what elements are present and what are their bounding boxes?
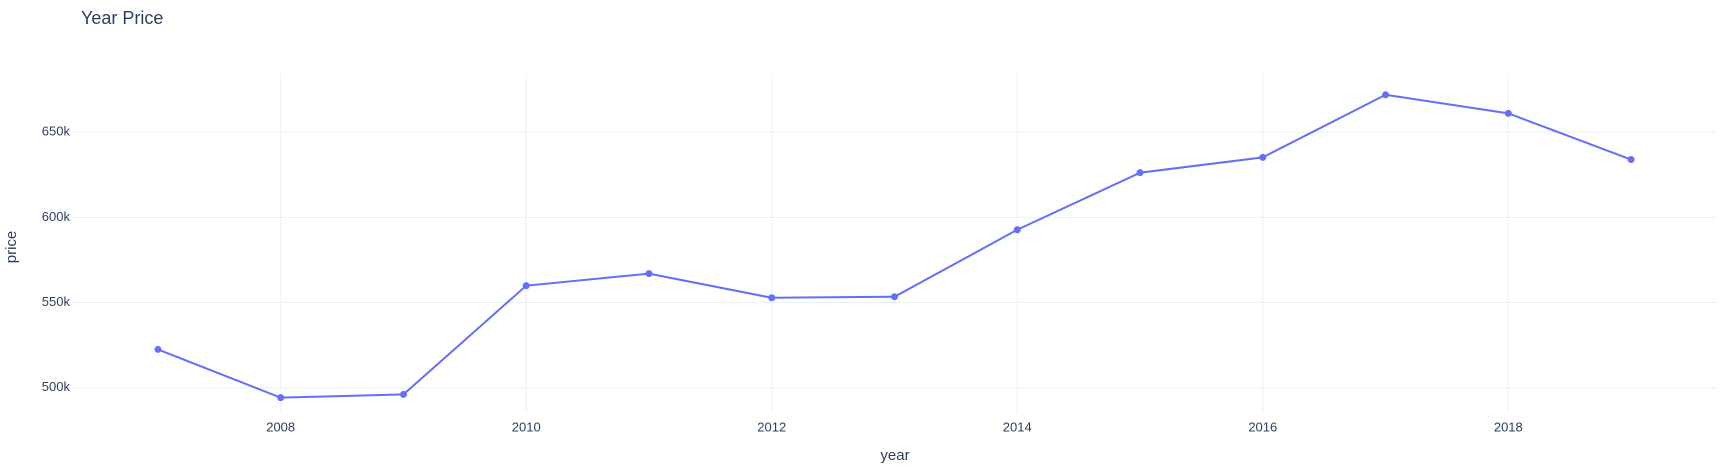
x-tick-label: 2012 (757, 419, 786, 434)
data-line (157, 93, 1632, 399)
data-point (1382, 91, 1390, 99)
data-point (154, 345, 162, 353)
data-point (891, 293, 898, 301)
y-tick-label: 600k (42, 209, 71, 224)
data-point (277, 394, 285, 402)
x-tick-label: 2014 (1003, 419, 1032, 434)
y-tick-label: 550k (42, 294, 71, 309)
data-point (768, 294, 776, 302)
x-tick-label: 2008 (266, 419, 295, 434)
data-point (1259, 153, 1267, 161)
y-tick-label: 650k (42, 124, 71, 139)
data-point (1136, 169, 1144, 177)
x-tick-label: 2018 (1494, 419, 1523, 434)
y-tick-label: 500k (42, 379, 71, 394)
data-point (1504, 109, 1512, 117)
x-tick-label: 2016 (1248, 419, 1277, 434)
chart-title: Year Price (81, 8, 163, 28)
data-point (1627, 156, 1635, 164)
data-point (645, 270, 653, 278)
data-point (1013, 226, 1021, 234)
data-point (522, 282, 530, 290)
x-tick-label: 2010 (512, 419, 541, 434)
x-axis-title: year (880, 447, 909, 464)
y-axis-title: price (3, 231, 20, 264)
data-point (399, 390, 407, 398)
